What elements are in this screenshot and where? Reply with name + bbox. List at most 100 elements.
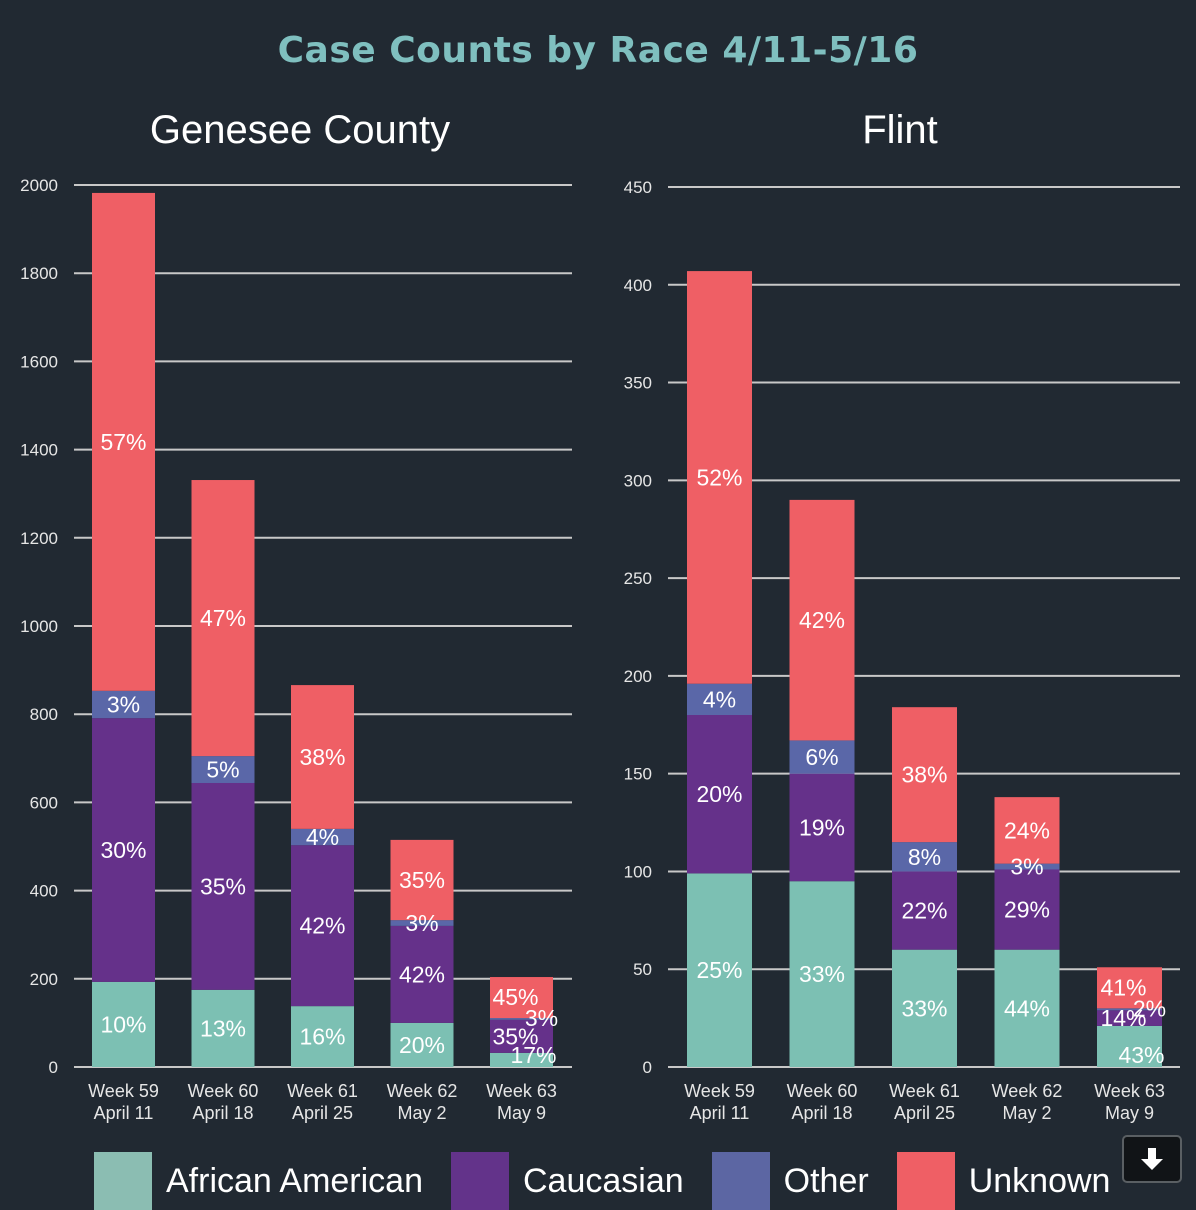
flint-bar-segment-african-american [994, 949, 1060, 1067]
genesee-data-label: 3% [405, 910, 438, 936]
genesee-bar-segment-unknown [390, 839, 454, 921]
flint-bar-segment-caucasian [687, 715, 752, 874]
flint-data-label: 29% [1004, 897, 1050, 923]
arrow-down-icon [1141, 1148, 1163, 1170]
flint-y-tick-label: 150 [624, 765, 652, 784]
flint-data-label: 8% [908, 844, 941, 870]
charts-canvas: 020040060080010001200140016001800200010%… [20, 176, 1180, 1123]
flint-data-label: 42% [799, 607, 845, 633]
genesee-y-tick-label: 200 [30, 970, 58, 989]
flint-y-tick-label: 50 [633, 960, 652, 979]
genesee-data-label: 42% [299, 913, 345, 939]
flint-y-tick-label: 300 [624, 471, 652, 490]
genesee-y-tick-label: 1400 [20, 441, 58, 460]
genesee-data-label: 13% [200, 1015, 246, 1041]
genesee-y-tick-label: 1600 [20, 352, 58, 371]
legend-label: African American [166, 1162, 423, 1200]
genesee-data-label: 30% [100, 837, 146, 863]
genesee-x-tick-sublabel: April 25 [292, 1103, 353, 1123]
flint-bar-segment-other [994, 863, 1060, 870]
genesee-bar-segment-other [490, 1018, 553, 1020]
flint-bar-segment-african-american [1097, 1025, 1162, 1067]
flint-data-label: 14% [1100, 1005, 1146, 1031]
flint-bar-segment-other [1097, 1008, 1162, 1011]
genesee-data-label: 16% [299, 1024, 345, 1050]
genesee-bar-segment-african-american [291, 1006, 354, 1067]
flint-x-tick-label: Week 63 [1094, 1081, 1165, 1101]
legend-label: Other [783, 1162, 869, 1200]
flint-y-tick-label: 0 [643, 1058, 652, 1077]
flint-data-label: 24% [1004, 817, 1050, 843]
genesee-data-label: 35% [399, 867, 445, 893]
flint-data-label: 44% [1004, 995, 1050, 1021]
flint-x-tick-sublabel: May 2 [1002, 1103, 1051, 1123]
genesee-x-tick-label: Week 63 [486, 1081, 557, 1101]
genesee-x-tick-sublabel: April 11 [94, 1103, 154, 1123]
flint-y-tick-label: 350 [624, 374, 652, 393]
genesee-bar-segment-unknown [490, 977, 553, 1019]
genesee-x-tick-label: Week 59 [88, 1081, 159, 1101]
flint-bar-segment-unknown [994, 797, 1060, 864]
flint-bar-segment-african-american [892, 949, 957, 1067]
flint-bar-segment-caucasian [1097, 1010, 1162, 1026]
flint-bar-segment-unknown [789, 499, 855, 741]
flint-bar-segment-caucasian [994, 869, 1060, 950]
genesee-bar-segment-african-american [490, 1052, 553, 1067]
flint-data-label: 41% [1100, 974, 1146, 1000]
genesee-x-tick-sublabel: May 2 [397, 1103, 446, 1123]
legend-item-african-american[interactable]: African American [94, 1152, 423, 1210]
genesee-bar-segment-other [92, 690, 155, 719]
flint-data-label: 4% [703, 686, 736, 712]
flint-bar-segment-other [789, 740, 855, 774]
legend-label: Unknown [968, 1162, 1111, 1200]
flint-y-tick-label: 450 [624, 178, 652, 197]
flint-data-label: 43% [1118, 1042, 1164, 1068]
genesee-y-tick-label: 2000 [20, 176, 58, 195]
flint-bar-segment-caucasian [892, 871, 957, 950]
flint-x-tick-sublabel: April 25 [894, 1103, 955, 1123]
genesee-bar-segment-caucasian [490, 1019, 553, 1053]
flint-data-label: 19% [799, 814, 845, 840]
genesee-bar-segment-other [291, 828, 354, 846]
legend-item-unknown[interactable]: Unknown [896, 1152, 1111, 1210]
genesee-y-tick-label: 800 [30, 705, 58, 724]
flint-data-label: 33% [901, 995, 947, 1021]
genesee-bar-segment-other [390, 920, 454, 926]
genesee-bar-segment-unknown [92, 192, 155, 691]
genesee-data-label: 5% [206, 757, 239, 783]
flint-x-tick-sublabel: April 18 [791, 1103, 852, 1123]
genesee-data-label: 3% [107, 691, 140, 717]
genesee-bar-segment-other [191, 756, 255, 783]
legend-item-other[interactable]: Other [711, 1152, 869, 1210]
genesee-x-tick-sublabel: May 9 [497, 1103, 546, 1123]
legend-swatch-caucasian [451, 1152, 509, 1210]
genesee-data-label: 20% [399, 1032, 445, 1058]
flint-y-tick-label: 200 [624, 667, 652, 686]
genesee-y-tick-label: 400 [30, 882, 58, 901]
genesee-bar-segment-unknown [191, 480, 255, 757]
legend-item-caucasian[interactable]: Caucasian [451, 1152, 684, 1210]
flint-x-tick-sublabel: April 11 [690, 1103, 750, 1123]
genesee-y-tick-label: 0 [49, 1058, 58, 1077]
genesee-x-tick-label: Week 60 [188, 1081, 259, 1101]
genesee-panel-title: Genesee County [149, 108, 451, 152]
genesee-bar-segment-african-american [390, 1022, 454, 1067]
flint-panel-title: Flint [862, 108, 938, 152]
flint-bar-segment-unknown [1097, 967, 1162, 1009]
legend-swatch-other [711, 1152, 770, 1210]
flint-data-label: 25% [696, 957, 742, 983]
genesee-bar-segment-african-american [92, 981, 155, 1067]
download-button[interactable] [1122, 1135, 1182, 1183]
flint-bar-segment-unknown [687, 271, 752, 684]
genesee-y-tick-label: 600 [30, 793, 58, 812]
flint-bar-segment-other [687, 683, 752, 715]
genesee-x-tick-sublabel: April 18 [192, 1103, 253, 1123]
genesee-bar-segment-caucasian [191, 782, 255, 990]
legend-label: Caucasian [523, 1162, 684, 1200]
genesee-y-tick-label: 1000 [20, 617, 58, 636]
genesee-data-label: 17% [510, 1042, 556, 1068]
genesee-bar-segment-unknown [291, 685, 354, 829]
flint-data-label: 22% [901, 898, 947, 924]
genesee-data-label: 35% [200, 873, 246, 899]
genesee-data-label: 42% [399, 961, 445, 987]
